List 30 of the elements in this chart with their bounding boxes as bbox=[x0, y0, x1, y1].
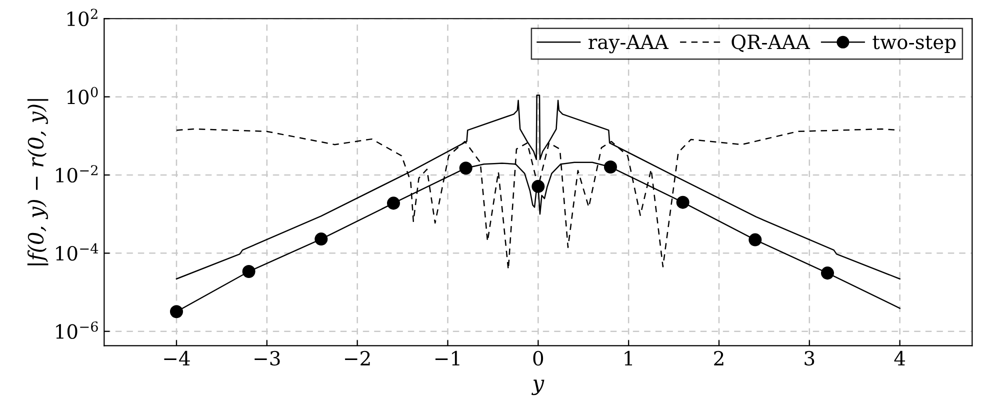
x-tick-label: −1 bbox=[435, 350, 460, 366]
x-tick-label: 2 bbox=[714, 350, 724, 366]
y-tick-label: 10$^{0}$ bbox=[67, 86, 98, 104]
x-axis-title: y bbox=[532, 380, 544, 396]
x-tick-label: 4 bbox=[894, 350, 906, 366]
y-tick-label: 10$^{−4}$ bbox=[56, 243, 98, 261]
point bbox=[532, 180, 545, 193]
y-tick-label: 10$^{−2}$ bbox=[56, 165, 98, 183]
point bbox=[604, 160, 617, 174]
point bbox=[820, 266, 834, 280]
x-tick-label: −2 bbox=[345, 350, 370, 366]
y-tick-label: 10$^{2}$ bbox=[67, 8, 98, 26]
legend-label: ray-AAA bbox=[588, 34, 669, 54]
line-series bbox=[176, 94, 900, 280]
point bbox=[386, 196, 400, 210]
x-tick-label: 1 bbox=[624, 350, 632, 366]
point bbox=[170, 305, 183, 318]
point bbox=[459, 162, 472, 175]
point bbox=[676, 196, 690, 209]
point bbox=[242, 264, 256, 278]
legend-label: two-step bbox=[872, 36, 956, 54]
x-tick-label: −3 bbox=[254, 350, 280, 366]
y-axis-title: |f(0, y) − r(0, y)| bbox=[27, 99, 48, 266]
legend-label: QR-AAA bbox=[732, 34, 810, 52]
point bbox=[748, 233, 762, 246]
x-tick-label: 0 bbox=[533, 350, 544, 366]
point bbox=[314, 232, 328, 246]
x-tick-label: 3 bbox=[804, 350, 814, 366]
x-tick-label: −4 bbox=[164, 350, 190, 366]
y-tick-label: 10$^{−6}$ bbox=[56, 321, 98, 339]
